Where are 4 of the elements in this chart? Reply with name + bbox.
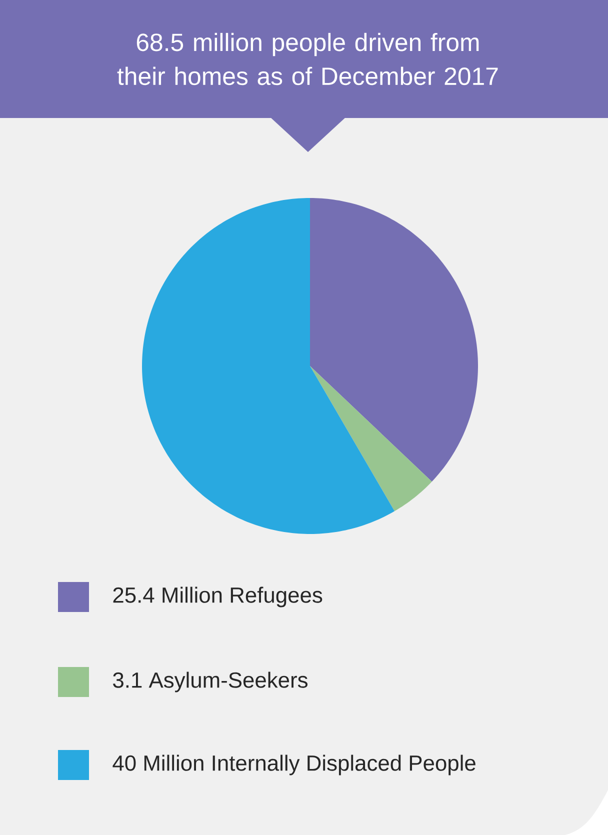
legend-label: 25.4 Million Refugees xyxy=(113,586,322,608)
legend-label: 3.1 Asylum-Seekers xyxy=(113,672,308,692)
chart-title: 68.5 million people driven from their homes as of December 2017 xyxy=(117,32,498,86)
legend-label: 40 Million Internally Displaced People xyxy=(112,754,476,776)
